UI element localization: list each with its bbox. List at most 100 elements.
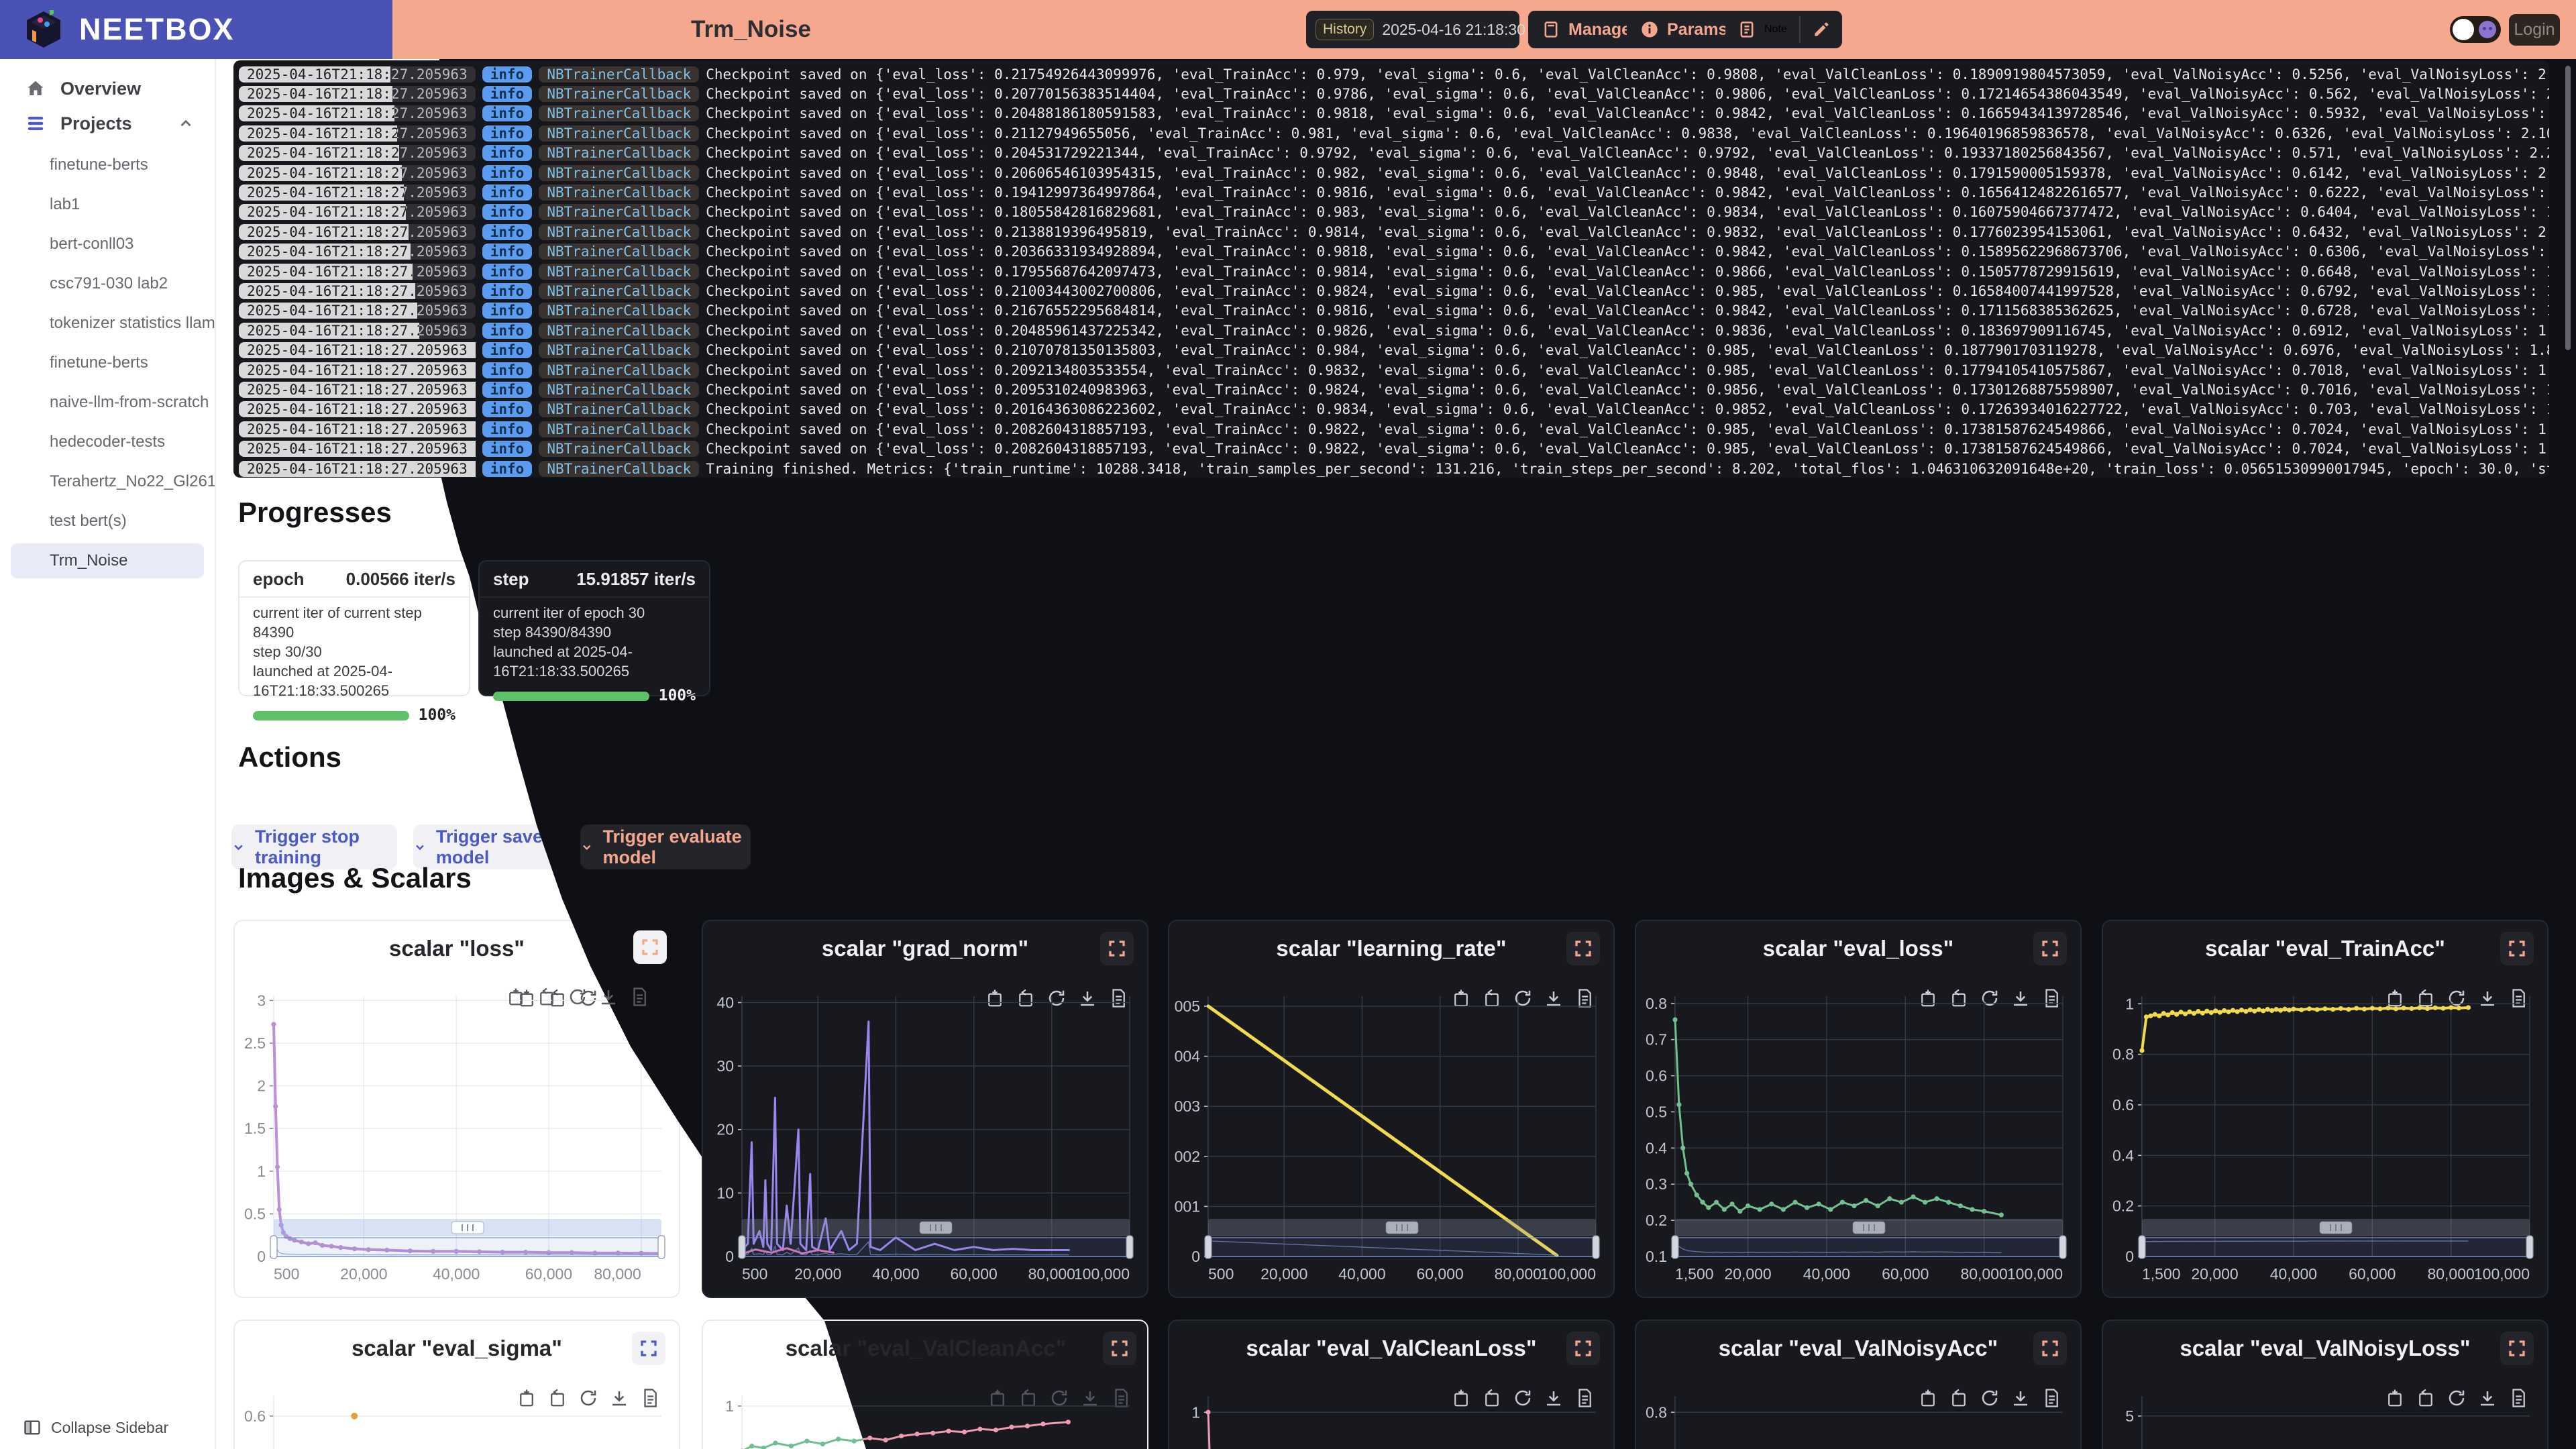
sidebar-item-project[interactable]: finetune-berts <box>50 353 148 372</box>
zoom-select-icon[interactable] <box>1918 988 1938 1008</box>
zoom-select-icon[interactable] <box>985 988 1005 1008</box>
zoom-select-icon[interactable] <box>1451 1388 1471 1408</box>
expand-chart-button[interactable] <box>2033 932 2067 965</box>
sidebar-item-project[interactable]: hedecoder-tests <box>50 432 166 451</box>
zoom-reset-icon[interactable] <box>2416 1388 2436 1408</box>
download-icon[interactable] <box>609 1388 629 1408</box>
log-line: 2025-04-16T21:18:27.2059632025-04-16T21:… <box>239 203 2549 222</box>
expand-chart-button[interactable] <box>1100 932 1134 965</box>
log-timestamp: 2025-04-16T21:18:27.2059632025-04-16T21:… <box>239 303 476 319</box>
zoom-select-icon[interactable] <box>517 1388 537 1408</box>
expand-chart-button[interactable] <box>2500 1332 2534 1365</box>
refresh-icon[interactable] <box>578 1388 598 1408</box>
action-button-save-model[interactable]: Trigger save model <box>413 824 562 869</box>
params-button[interactable]: Params <box>1627 11 1741 48</box>
sidebar-item-projects[interactable]: Projects <box>0 106 215 141</box>
data-file-icon[interactable] <box>629 987 649 1007</box>
zoom-reset-icon[interactable] <box>547 1388 568 1408</box>
zoom-reset-icon[interactable] <box>1949 988 1969 1008</box>
zoom-select-icon[interactable] <box>2385 1388 2405 1408</box>
download-icon[interactable] <box>2477 1388 2498 1408</box>
log-timestamp: 2025-04-16T21:18:27.2059632025-04-16T21:… <box>239 244 476 260</box>
data-file-icon[interactable] <box>640 1388 660 1408</box>
zoom-reset-icon[interactable] <box>1949 1388 1969 1408</box>
download-icon[interactable] <box>2477 988 2498 1008</box>
refresh-icon[interactable] <box>2447 1388 2467 1408</box>
log-line: 2025-04-16T21:18:27.2059632025-04-16T21:… <box>239 439 2549 458</box>
chevron-up-icon[interactable] <box>177 115 195 132</box>
refresh-icon[interactable] <box>1980 988 2000 1008</box>
data-file-icon[interactable] <box>1574 1388 1595 1408</box>
zoom-reset-icon[interactable] <box>547 988 568 1008</box>
expand-chart-button[interactable] <box>1566 932 1600 965</box>
refresh-icon[interactable] <box>568 987 588 1007</box>
theme-toggle[interactable] <box>2450 16 2501 43</box>
download-icon[interactable] <box>1080 1388 1100 1408</box>
action-button-evaluate-model[interactable]: Trigger evaluate model <box>580 824 751 869</box>
log-source-badge: NBTrainerCallback <box>539 401 700 418</box>
refresh-icon[interactable] <box>1980 1388 2000 1408</box>
console-scrollbar[interactable] <box>2565 66 2571 350</box>
svg-text:20,000: 20,000 <box>1724 1265 1771 1283</box>
logo[interactable]: NEETBOX <box>0 0 392 59</box>
data-file-icon[interactable] <box>1574 988 1595 1008</box>
manage-button[interactable]: Manage <box>1528 11 1645 48</box>
svg-text:1: 1 <box>2125 995 2134 1012</box>
log-console[interactable]: 2025-04-16T21:18:27.205963 2025-04-16T21:… <box>233 60 2549 478</box>
zoom-select-icon[interactable] <box>2385 988 2405 1008</box>
download-icon[interactable] <box>1544 988 1564 1008</box>
svg-text:100,000: 100,000 <box>1540 1265 1596 1283</box>
log-line: 2025-04-16T21:18:27.2059632025-04-16T21:… <box>239 222 2549 241</box>
collapse-sidebar-button[interactable]: Collapse Sidebar <box>23 1418 168 1437</box>
log-line: 2025-04-16T21:18:27.2059632025-04-16T21:… <box>239 123 2549 143</box>
expand-chart-button[interactable] <box>2033 1332 2067 1365</box>
edit-button[interactable] <box>1801 11 1842 48</box>
svg-text:60,000: 60,000 <box>2349 1265 2396 1283</box>
zoom-reset-icon[interactable] <box>2416 988 2436 1008</box>
expand-chart-button[interactable] <box>633 930 667 964</box>
history-select[interactable]: History 2025-04-16 21:18:30 <box>1306 11 1525 48</box>
zoom-select-icon[interactable] <box>517 988 537 1008</box>
sidebar-item-project[interactable]: lab1 <box>50 195 80 213</box>
sidebar-item-project[interactable]: Terahertz_No22_Gl261_gl... <box>50 472 215 490</box>
data-file-icon[interactable] <box>2041 1388 2061 1408</box>
refresh-icon[interactable] <box>1049 1388 1069 1408</box>
data-file-icon[interactable] <box>1108 988 1128 1008</box>
refresh-icon[interactable] <box>1513 988 1533 1008</box>
sidebar-item-overview[interactable]: Overview <box>0 71 215 106</box>
chart-title: scalar "eval_ValNoisyAcc" <box>1718 1336 1998 1360</box>
action-button-stop-training[interactable]: Trigger stop training <box>231 824 397 869</box>
zoom-reset-icon[interactable] <box>1482 1388 1502 1408</box>
zoom-select-icon[interactable] <box>506 987 526 1007</box>
sidebar-item-project[interactable]: test bert(s) <box>50 511 127 530</box>
download-icon[interactable] <box>2010 988 2031 1008</box>
sidebar-item-project[interactable]: Trm_Noise <box>11 543 204 578</box>
expand-chart-button[interactable] <box>2500 932 2534 965</box>
note-button[interactable]: Note <box>1725 11 1799 48</box>
zoom-reset-icon[interactable] <box>537 987 557 1007</box>
zoom-select-icon[interactable] <box>1918 1388 1938 1408</box>
expand-chart-button[interactable] <box>1103 1332 1136 1365</box>
progress-bar[interactable] <box>493 691 649 701</box>
log-message: Checkpoint saved on {'eval_loss': 0.2077… <box>706 86 2549 103</box>
log-message: Checkpoint saved on {'eval_loss': 0.2082… <box>706 441 2549 458</box>
sidebar-item-project[interactable]: bert-conll03 <box>50 234 134 253</box>
sidebar-item-project[interactable]: naive-llm-from-scratch <box>50 392 209 411</box>
zoom-reset-icon[interactable] <box>1016 988 1036 1008</box>
download-icon[interactable] <box>598 987 619 1007</box>
sidebar-item-project[interactable]: tokenizer statistics llama... <box>50 313 215 332</box>
log-line: 2025-04-16T21:18:27.2059632025-04-16T21:… <box>239 182 2549 202</box>
sidebar-item-project[interactable]: csc791-030 lab2 <box>50 274 168 292</box>
expand-chart-button[interactable] <box>1566 1332 1600 1365</box>
data-file-icon[interactable] <box>1111 1388 1131 1408</box>
expand-chart-button[interactable] <box>632 1332 665 1365</box>
download-icon[interactable] <box>1544 1388 1564 1408</box>
refresh-icon[interactable] <box>1513 1388 1533 1408</box>
progress-bar[interactable] <box>253 710 409 720</box>
login-button[interactable]: Login <box>2509 14 2560 46</box>
download-icon[interactable] <box>1077 988 1097 1008</box>
refresh-icon[interactable] <box>2447 988 2467 1008</box>
data-file-icon[interactable] <box>2508 1388 2528 1408</box>
sidebar-item-project[interactable]: finetune-berts <box>50 155 148 174</box>
download-icon[interactable] <box>2010 1388 2031 1408</box>
